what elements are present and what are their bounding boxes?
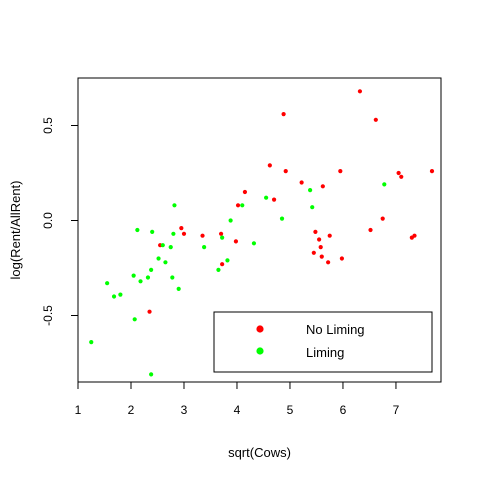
data-point-no-liming <box>317 237 322 242</box>
data-point-liming <box>240 203 245 208</box>
data-point-no-liming <box>233 239 239 244</box>
data-point-liming <box>149 267 154 272</box>
x-tick-label: 1 <box>75 403 82 417</box>
data-point-liming <box>89 340 94 345</box>
y-tick-label: -0.5 <box>41 305 55 326</box>
data-point-liming <box>251 241 257 246</box>
data-point-liming <box>279 216 285 221</box>
x-tick-label: 7 <box>393 403 400 417</box>
data-point-no-liming <box>327 233 332 238</box>
data-point-no-liming <box>267 163 272 168</box>
data-point-no-liming <box>318 245 323 250</box>
data-point-liming <box>132 317 137 322</box>
data-point-no-liming <box>368 227 373 233</box>
y-axis-label: log(Rent/AllRent) <box>8 181 23 280</box>
data-point-liming <box>216 267 221 272</box>
x-tick-label: 2 <box>128 403 135 417</box>
legend: No Liming Liming <box>213 311 433 373</box>
data-point-no-liming <box>319 254 324 259</box>
data-point-liming <box>382 182 387 187</box>
legend-box <box>213 311 433 373</box>
data-point-no-liming <box>281 112 286 117</box>
x-tick-label: 4 <box>234 403 241 417</box>
data-point-no-liming <box>396 170 401 176</box>
data-point-liming <box>156 256 161 261</box>
plot-area-frame <box>77 77 442 383</box>
data-point-no-liming <box>357 89 363 94</box>
data-point-liming <box>176 286 181 291</box>
data-point-no-liming <box>373 117 378 122</box>
data-point-liming <box>264 195 269 200</box>
data-point-no-liming <box>299 180 304 185</box>
data-point-no-liming <box>179 226 184 231</box>
data-point-no-liming <box>380 216 385 221</box>
data-point-liming <box>310 205 315 210</box>
data-point-liming <box>160 243 165 248</box>
data-point-liming <box>172 203 177 208</box>
x-tick-label: 5 <box>287 403 294 417</box>
data-point-liming <box>145 275 151 280</box>
data-point-no-liming <box>181 231 187 236</box>
data-point-liming <box>111 294 117 299</box>
data-point-liming <box>220 235 225 240</box>
x-axis-label: sqrt(Cows) <box>228 445 291 460</box>
data-point-no-liming <box>220 262 225 267</box>
data-point-liming <box>170 275 175 280</box>
x-axis: 1 2 3 4 5 6 7 <box>75 382 400 417</box>
data-point-no-liming <box>326 260 331 265</box>
x-tick-label: 3 <box>181 403 188 417</box>
data-point-liming <box>149 372 154 377</box>
y-axis: -0.5 0.0 0.5 <box>41 117 78 326</box>
legend-marker-no-liming <box>256 325 264 333</box>
data-point-no-liming <box>235 203 241 208</box>
data-point-no-liming <box>412 233 417 238</box>
data-point-liming <box>105 281 110 286</box>
data-point-no-liming <box>242 189 248 195</box>
data-point-liming <box>225 258 230 263</box>
data-point-no-liming <box>283 169 288 174</box>
data-point-no-liming <box>429 169 435 174</box>
data-point-liming <box>168 245 173 250</box>
data-point-liming <box>308 188 313 193</box>
data-point-no-liming <box>311 250 316 255</box>
data-point-liming <box>163 260 168 265</box>
data-point-no-liming <box>399 174 404 179</box>
data-point-no-liming <box>338 169 343 174</box>
data-point-no-liming <box>320 184 325 189</box>
data-point-liming <box>138 279 143 284</box>
data-point-no-liming <box>218 231 224 236</box>
data-point-liming <box>118 292 123 297</box>
legend-label-no-liming: No Liming <box>306 322 365 337</box>
data-point-liming <box>135 227 140 233</box>
data-point-liming <box>228 218 233 223</box>
data-points <box>89 89 435 377</box>
legend-marker-liming <box>256 347 264 355</box>
data-point-liming <box>202 245 207 250</box>
data-point-no-liming <box>200 233 205 238</box>
legend-label-liming: Liming <box>306 345 344 360</box>
y-tick-label: 0.0 <box>41 212 55 229</box>
data-point-liming <box>150 229 155 234</box>
data-point-liming <box>171 231 176 236</box>
x-tick-label: 6 <box>340 403 347 417</box>
data-point-no-liming <box>339 256 345 261</box>
data-point-liming <box>131 273 136 278</box>
y-tick-label: 0.5 <box>41 117 55 134</box>
data-point-no-liming <box>313 229 318 234</box>
data-point-no-liming <box>271 197 277 202</box>
data-point-no-liming <box>147 309 152 314</box>
